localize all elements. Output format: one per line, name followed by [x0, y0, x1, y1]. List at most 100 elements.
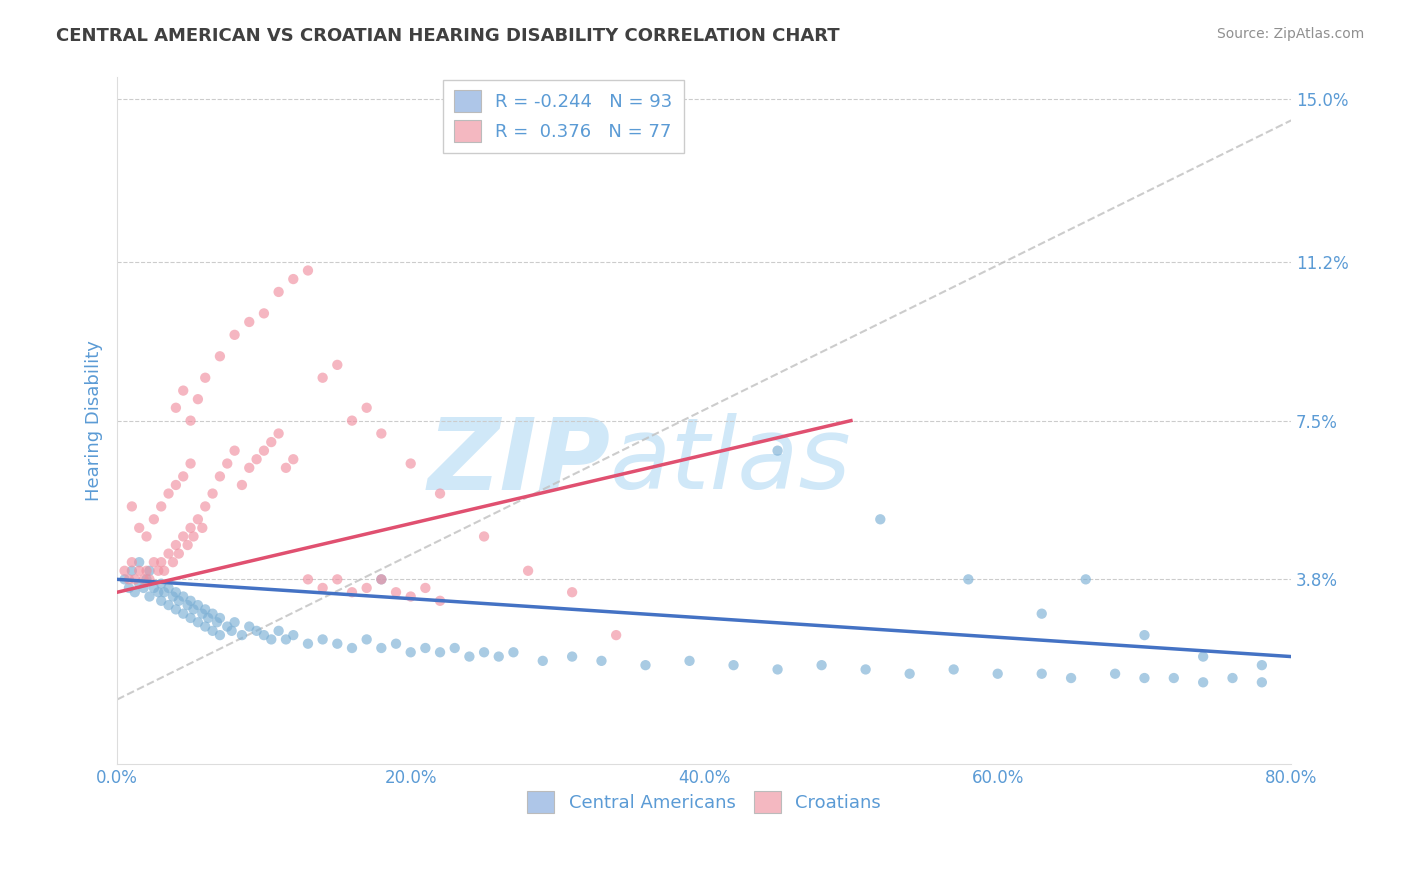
Point: [634, 658, 657, 673]
Point: [488, 649, 510, 664]
Point: [297, 573, 319, 587]
Point: [370, 640, 392, 655]
Point: [591, 654, 613, 668]
Point: [283, 452, 305, 467]
Point: [128, 521, 150, 535]
Point: [208, 469, 231, 483]
Point: [311, 370, 333, 384]
Point: [429, 486, 451, 500]
Point: [150, 576, 173, 591]
Point: [274, 632, 297, 647]
Point: [1031, 666, 1053, 681]
Point: [187, 615, 209, 630]
Point: [987, 666, 1010, 681]
Point: [340, 585, 363, 599]
Legend: Central Americans, Croatians: Central Americans, Croatians: [516, 780, 891, 823]
Point: [356, 581, 378, 595]
Point: [326, 358, 349, 372]
Point: [1133, 628, 1156, 642]
Point: [118, 573, 141, 587]
Point: [253, 628, 276, 642]
Point: [766, 663, 789, 677]
Point: [385, 637, 408, 651]
Point: [267, 426, 290, 441]
Point: [191, 607, 214, 621]
Point: [869, 512, 891, 526]
Point: [443, 640, 465, 655]
Point: [297, 263, 319, 277]
Point: [180, 457, 202, 471]
Point: [194, 619, 217, 633]
Point: [399, 645, 422, 659]
Point: [180, 521, 202, 535]
Point: [1133, 671, 1156, 685]
Point: [370, 426, 392, 441]
Text: atlas: atlas: [610, 413, 852, 510]
Point: [150, 500, 173, 514]
Point: [157, 598, 180, 612]
Point: [429, 594, 451, 608]
Point: [253, 306, 276, 320]
Point: [231, 478, 253, 492]
Point: [942, 663, 965, 677]
Point: [194, 602, 217, 616]
Point: [246, 624, 269, 638]
Point: [810, 658, 832, 673]
Point: [766, 443, 789, 458]
Point: [326, 573, 349, 587]
Point: [399, 590, 422, 604]
Point: [142, 555, 165, 569]
Point: [205, 615, 228, 630]
Point: [165, 538, 187, 552]
Point: [253, 443, 276, 458]
Point: [1074, 573, 1097, 587]
Point: [224, 615, 246, 630]
Point: [1104, 666, 1126, 681]
Point: [238, 315, 260, 329]
Point: [1163, 671, 1185, 685]
Point: [561, 649, 583, 664]
Point: [187, 392, 209, 407]
Point: [197, 611, 219, 625]
Point: [340, 640, 363, 655]
Point: [172, 529, 194, 543]
Point: [415, 640, 437, 655]
Point: [194, 370, 217, 384]
Point: [167, 594, 190, 608]
Point: [502, 645, 524, 659]
Point: [172, 607, 194, 621]
Point: [260, 435, 283, 450]
Point: [246, 452, 269, 467]
Point: [172, 590, 194, 604]
Point: [176, 538, 198, 552]
Point: [183, 602, 205, 616]
Point: [385, 585, 408, 599]
Point: [142, 512, 165, 526]
Point: [157, 547, 180, 561]
Point: [370, 573, 392, 587]
Point: [208, 611, 231, 625]
Point: [157, 581, 180, 595]
Point: [472, 529, 495, 543]
Point: [429, 645, 451, 659]
Text: Source: ZipAtlas.com: Source: ZipAtlas.com: [1216, 27, 1364, 41]
Point: [221, 624, 243, 638]
Point: [142, 581, 165, 595]
Point: [167, 547, 190, 561]
Point: [370, 573, 392, 587]
Point: [128, 555, 150, 569]
Point: [148, 564, 170, 578]
Point: [340, 414, 363, 428]
Point: [217, 457, 239, 471]
Point: [121, 555, 143, 569]
Point: [191, 521, 214, 535]
Point: [132, 573, 155, 587]
Point: [138, 573, 160, 587]
Point: [399, 457, 422, 471]
Point: [1031, 607, 1053, 621]
Point: [723, 658, 745, 673]
Point: [165, 478, 187, 492]
Point: [356, 632, 378, 647]
Point: [165, 602, 187, 616]
Y-axis label: Hearing Disability: Hearing Disability: [86, 340, 103, 501]
